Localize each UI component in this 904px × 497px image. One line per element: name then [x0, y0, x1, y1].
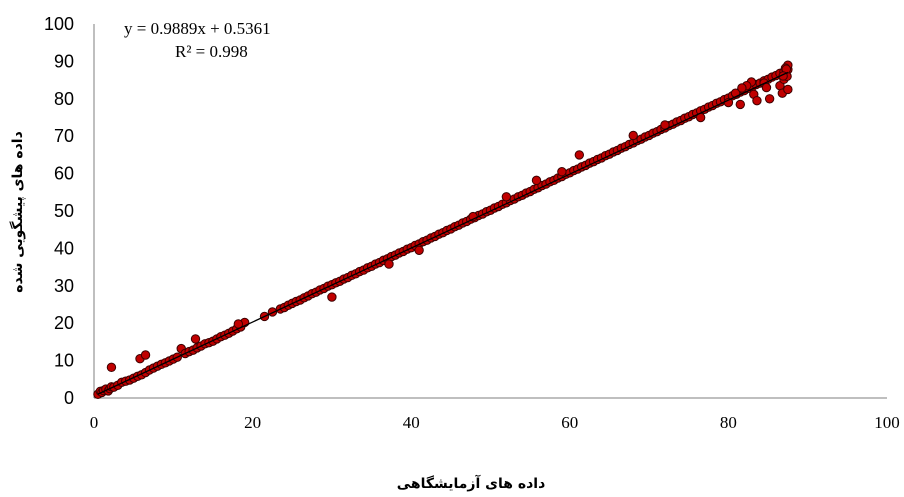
data-point: [501, 192, 512, 202]
plot-area: [93, 24, 887, 399]
data-point: [384, 259, 394, 269]
data-point: [761, 82, 772, 93]
y-tick-label: 40: [54, 238, 74, 258]
data-point: [531, 175, 542, 186]
trendline-equation: y = 0.9889x + 0.5361: [124, 19, 271, 38]
data-point: [414, 245, 424, 255]
y-tick-label: 100: [44, 14, 74, 34]
data-point: [737, 83, 747, 93]
data-point: [783, 84, 793, 95]
x-tick-label: 20: [244, 413, 261, 432]
y-tick-label: 90: [54, 51, 74, 71]
x-tick-label: 100: [874, 413, 900, 432]
y-tick-label: 60: [54, 164, 74, 184]
y-tick-label: 30: [54, 276, 74, 296]
data-point: [628, 130, 638, 141]
data-point: [735, 99, 745, 110]
y-tick-label: 50: [54, 201, 74, 221]
y-tick-label: 0: [64, 388, 74, 408]
data-point: [190, 334, 201, 344]
data-point: [327, 292, 337, 302]
data-point: [106, 362, 117, 373]
r-squared-label: R² = 0.998: [175, 42, 248, 61]
data-point: [140, 350, 151, 360]
x-tick-label: 60: [561, 413, 578, 432]
y-tick-label: 10: [54, 351, 74, 371]
y-tick-labels: 0 10 20 30 40 50 60 70 80 90 100: [44, 14, 74, 408]
data-point: [574, 150, 585, 160]
y-tick-label: 80: [54, 89, 74, 109]
y-axis-title: داده های پیشگویی شده: [9, 131, 26, 293]
x-tick-label: 40: [403, 413, 420, 432]
y-tick-label: 20: [54, 313, 74, 333]
y-tick-label: 70: [54, 126, 74, 146]
trendline: [97, 71, 789, 395]
data-point: [752, 95, 762, 106]
x-axis-title: داده های آزمایشگاهی: [397, 474, 546, 492]
data-point: [764, 94, 775, 104]
data-point: [557, 167, 567, 177]
x-tick-labels: 0 20 40 60 80 100: [90, 413, 900, 432]
x-tick-label: 80: [720, 413, 737, 432]
x-tick-label: 0: [90, 413, 99, 432]
